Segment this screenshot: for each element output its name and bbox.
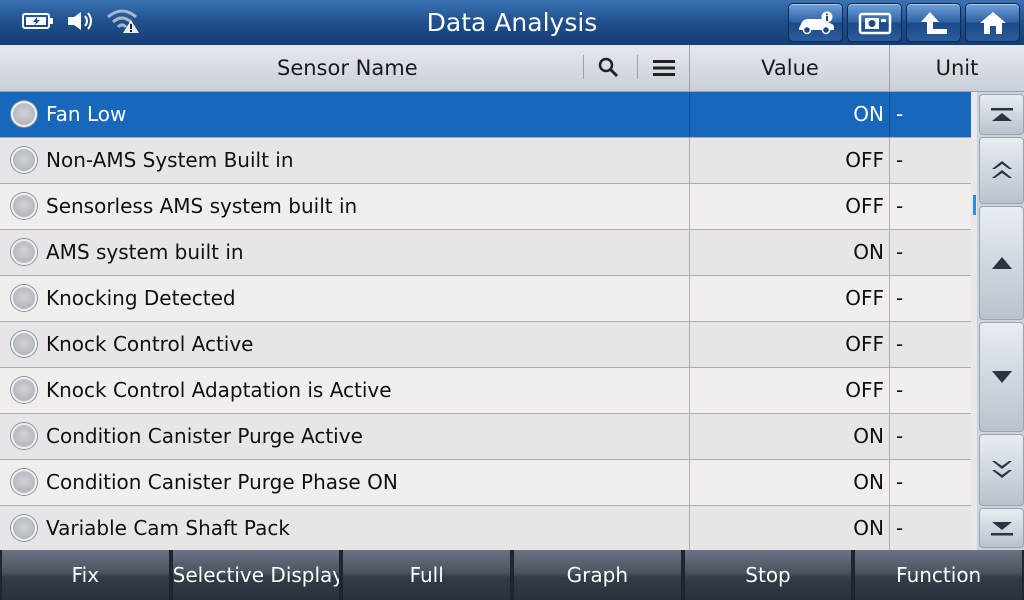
screenshot-button[interactable] — [847, 3, 902, 42]
table-row[interactable]: AMS system built in ON - — [0, 230, 971, 276]
sensor-unit: - — [896, 470, 904, 494]
arrow-up-icon — [991, 257, 1012, 269]
status-icons — [22, 8, 140, 34]
home-button[interactable] — [965, 3, 1020, 42]
sensor-name: Sensorless AMS system built in — [46, 194, 358, 218]
sensor-value: ON — [853, 516, 884, 540]
sensor-value: OFF — [845, 286, 884, 310]
sensor-value: ON — [853, 470, 884, 494]
table-row[interactable]: Knock Control Active OFF - — [0, 322, 971, 368]
page-down-button[interactable] — [979, 434, 1024, 506]
search-icon — [598, 57, 619, 78]
sensor-name: Knock Control Adaptation is Active — [46, 378, 392, 402]
sensor-name: AMS system built in — [46, 240, 244, 264]
back-up-button[interactable] — [906, 3, 961, 42]
full-button[interactable]: Full — [342, 550, 512, 600]
menu-button[interactable] — [651, 56, 677, 85]
row-radio-icon[interactable] — [11, 515, 37, 541]
row-radio-icon[interactable] — [11, 285, 37, 311]
sensor-unit: - — [896, 424, 904, 448]
row-radio-icon[interactable] — [11, 331, 37, 357]
vehicle-info-button[interactable] — [788, 3, 843, 42]
stop-button[interactable]: Stop — [683, 550, 853, 600]
sensor-name: Knock Control Active — [46, 332, 254, 356]
sensor-name: Knocking Detected — [46, 286, 236, 310]
column-header: Sensor Name Value Unit — [0, 45, 1024, 92]
table-row[interactable]: Knock Control Adaptation is Active OFF - — [0, 368, 971, 414]
sensor-name: Fan Low — [46, 102, 127, 126]
sensor-value: ON — [853, 102, 884, 126]
sensor-value: OFF — [845, 332, 884, 356]
row-radio-icon[interactable] — [11, 377, 37, 403]
menu-icon — [653, 60, 675, 76]
table-row[interactable]: Non-AMS System Built in OFF - — [0, 138, 971, 184]
sensor-name: Condition Canister Purge Active — [46, 424, 363, 448]
sensor-value: ON — [853, 240, 884, 264]
row-radio-icon[interactable] — [11, 239, 37, 265]
sensor-name-header: Sensor Name — [277, 56, 418, 80]
scrollbar-thumb[interactable] — [973, 195, 976, 215]
back-up-icon — [920, 11, 947, 34]
title-bar: Data Analysis — [0, 0, 1024, 45]
sensor-name: Variable Cam Shaft Pack — [46, 516, 290, 540]
double-chevron-down-icon — [991, 461, 1012, 478]
vehicle-info-icon — [798, 11, 834, 34]
home-icon — [979, 11, 1006, 34]
graph-button[interactable]: Graph — [513, 550, 682, 600]
table-row[interactable]: Condition Canister Purge Phase ON ON - — [0, 460, 971, 506]
page-title: Data Analysis — [426, 8, 598, 37]
fix-button[interactable]: Fix — [1, 550, 170, 600]
scroll-up-button[interactable] — [979, 206, 1024, 320]
double-chevron-up-icon — [991, 160, 1012, 178]
row-radio-icon[interactable] — [11, 193, 37, 219]
bottom-toolbar: Fix Selective Display Full Graph Stop Fu… — [0, 550, 1024, 600]
sensor-unit: - — [896, 516, 904, 540]
scroll-buttons — [977, 92, 1024, 550]
table-row[interactable]: Fan Low ON - — [0, 92, 971, 138]
table-row[interactable]: Sensorless AMS system built in OFF - — [0, 184, 971, 230]
sensor-unit: - — [896, 240, 904, 264]
scrollbar-track[interactable] — [971, 92, 977, 550]
scroll-to-top-icon — [990, 107, 1013, 121]
sensor-value: ON — [853, 424, 884, 448]
sensor-name: Condition Canister Purge Phase ON — [46, 470, 398, 494]
scroll-bottom-button[interactable] — [979, 508, 1024, 548]
sensor-list: Fan Low ON - Non-AMS System Built in OFF… — [0, 92, 971, 551]
row-radio-icon[interactable] — [11, 101, 37, 127]
sensor-unit: - — [896, 378, 904, 402]
unit-header: Unit — [935, 56, 979, 80]
search-button[interactable] — [596, 55, 622, 86]
scroll-down-button[interactable] — [979, 322, 1024, 432]
battery-charging-icon — [22, 13, 53, 29]
sensor-unit: - — [896, 194, 904, 218]
sensor-unit: - — [896, 286, 904, 310]
page-up-button[interactable] — [979, 137, 1024, 204]
scroll-to-bottom-icon — [990, 522, 1013, 536]
sensor-value: OFF — [845, 378, 884, 402]
sensor-name: Non-AMS System Built in — [46, 148, 294, 172]
wifi-warning-icon — [107, 9, 139, 33]
sensor-unit: - — [896, 148, 904, 172]
table-row[interactable]: Condition Canister Purge Active ON - — [0, 414, 971, 460]
row-radio-icon[interactable] — [11, 147, 37, 173]
sensor-unit: - — [896, 332, 904, 356]
speaker-icon — [68, 12, 92, 30]
table-row[interactable]: Variable Cam Shaft Pack ON - — [0, 506, 971, 551]
screenshot-icon — [858, 12, 891, 34]
sensor-unit: - — [896, 102, 904, 126]
value-header: Value — [761, 56, 819, 80]
sensor-value: OFF — [845, 194, 884, 218]
row-radio-icon[interactable] — [11, 423, 37, 449]
arrow-down-icon — [991, 371, 1012, 383]
row-radio-icon[interactable] — [11, 469, 37, 495]
table-row[interactable]: Knocking Detected OFF - — [0, 276, 971, 322]
sensor-value: OFF — [845, 148, 884, 172]
scroll-top-button[interactable] — [979, 94, 1024, 135]
selective-display-button[interactable]: Selective Display — [171, 550, 341, 600]
function-button[interactable]: Function — [854, 550, 1024, 600]
